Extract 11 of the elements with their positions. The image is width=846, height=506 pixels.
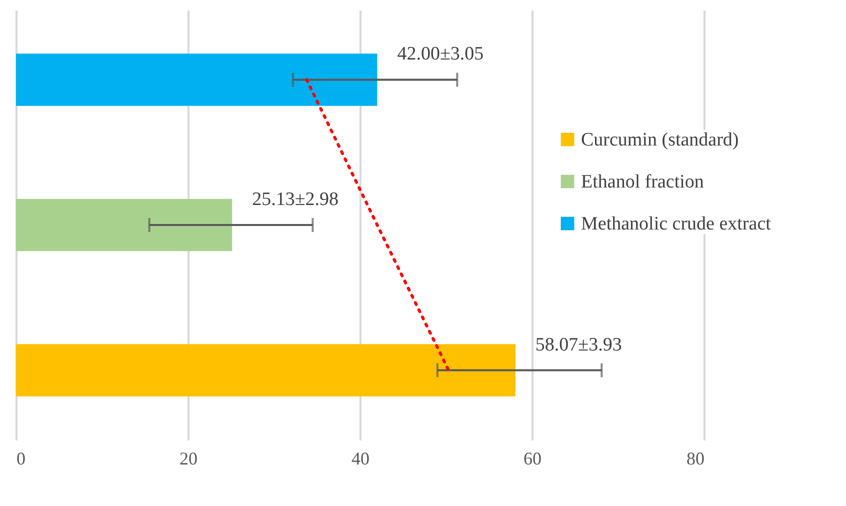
x-tick-label: 80 bbox=[686, 448, 704, 468]
legend-label: Methanolic crude extract bbox=[581, 214, 772, 234]
legend-label: Curcumin (standard) bbox=[581, 130, 739, 150]
data-label: 25.13±2.98 bbox=[252, 189, 339, 210]
x-tick-label: 20 bbox=[180, 448, 198, 468]
data-label: 58.07±3.93 bbox=[535, 334, 622, 356]
data-label: 42.00±3.05 bbox=[397, 44, 484, 65]
x-tick-label: 60 bbox=[524, 448, 542, 468]
legend-label: Ethanol fraction bbox=[581, 172, 704, 192]
x-tick-label: 40 bbox=[352, 448, 370, 468]
x-tick-label: 0 bbox=[16, 448, 26, 468]
